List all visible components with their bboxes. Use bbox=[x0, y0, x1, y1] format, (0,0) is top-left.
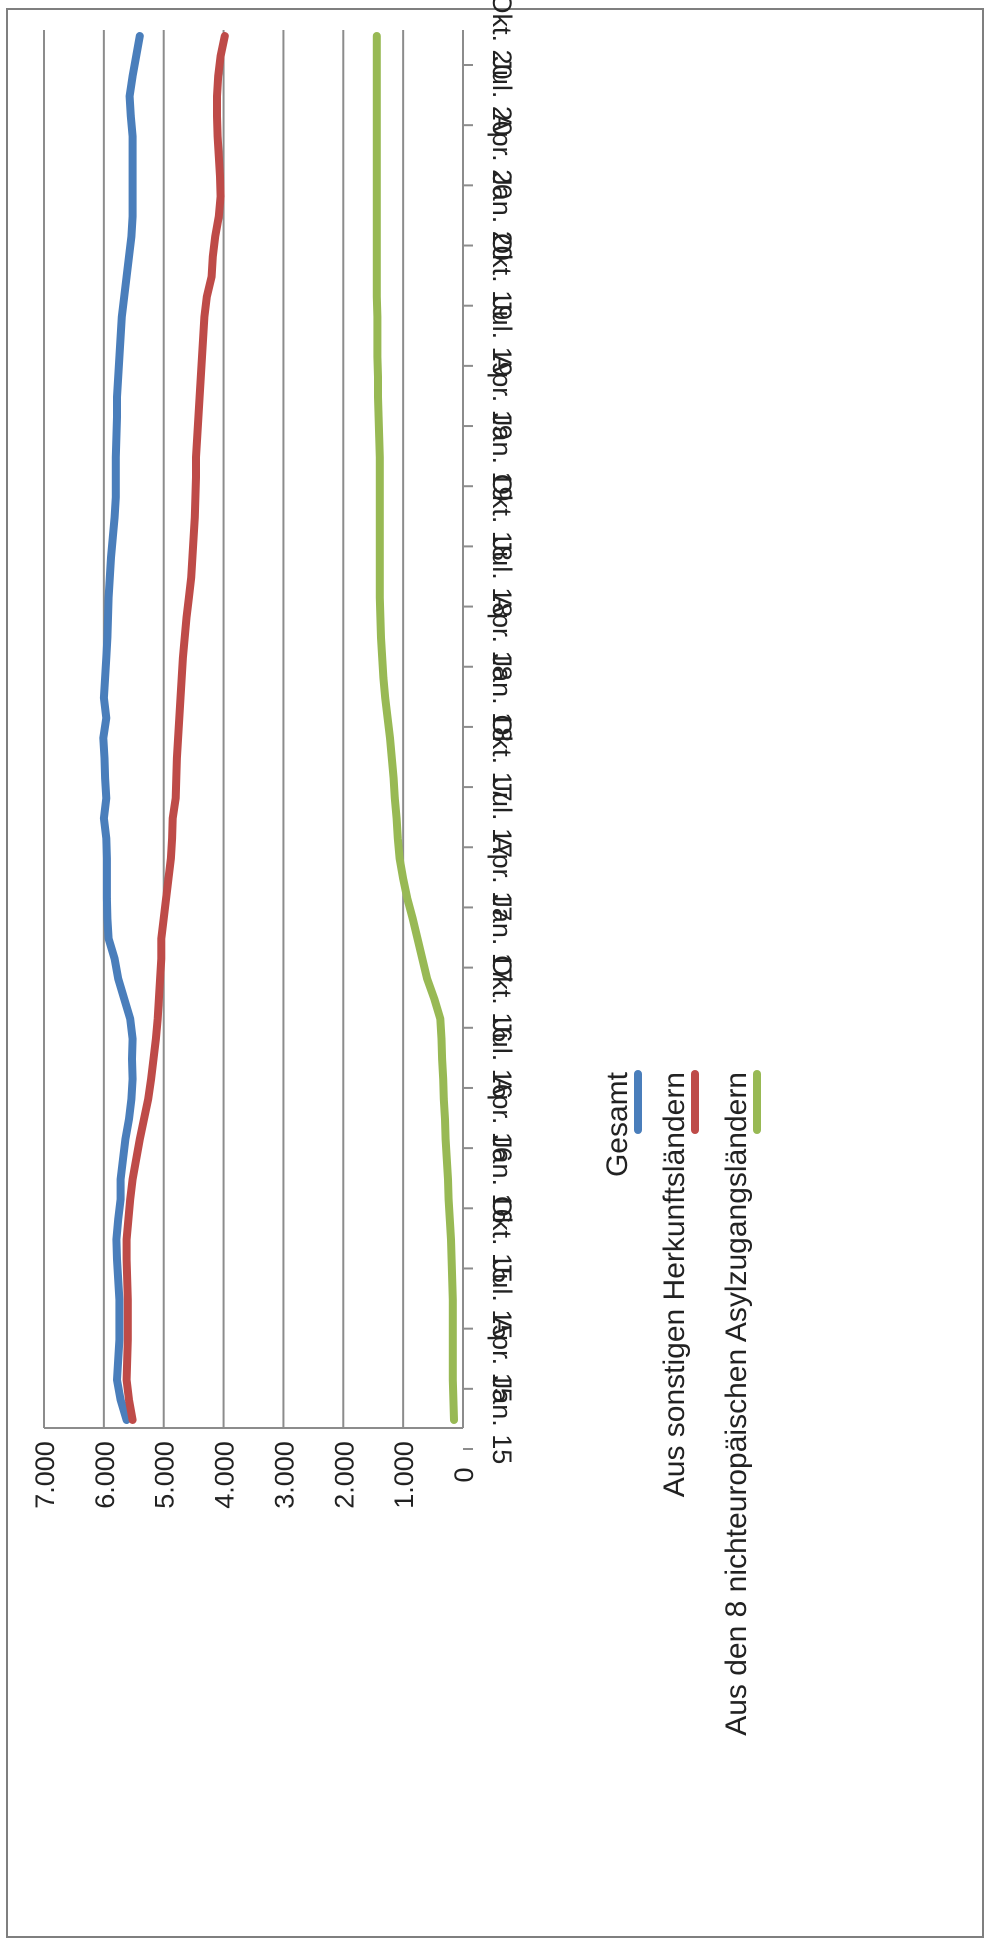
value-tick-label: 2.000 bbox=[329, 1441, 359, 1509]
category-tick-label: Jan. 18 bbox=[487, 654, 517, 743]
value-tick-label: 7.000 bbox=[30, 1441, 60, 1509]
gridlines bbox=[43, 30, 405, 1428]
category-tick-label: Apr. 18 bbox=[487, 595, 517, 681]
value-tick-label: 1.000 bbox=[389, 1441, 419, 1509]
category-tick-label: Jul. 18 bbox=[487, 538, 517, 618]
series-line-2 bbox=[122, 32, 229, 1424]
category-tick-label: Okt. 18 bbox=[487, 474, 517, 561]
tick-labels: 0 1.000 2.000 3.000 4.000 5.000 6.000 7.000 Jan.… bbox=[30, 0, 517, 1509]
category-tick-label: Jan. 15 bbox=[487, 1376, 517, 1465]
value-tick-label: 6.000 bbox=[90, 1441, 120, 1509]
category-tick-label: Jan. 16 bbox=[487, 1135, 517, 1224]
category-tick-label: Okt. 19 bbox=[487, 233, 517, 320]
series-line-1 bbox=[99, 32, 144, 1424]
category-tick-label: Jan. 19 bbox=[487, 413, 517, 502]
category-tick-label: Jul. 15 bbox=[487, 1260, 517, 1340]
category-tick-label: Apr. 15 bbox=[487, 1317, 517, 1403]
legend-label-2: Aus sonstigen Herkunftsländern bbox=[658, 1072, 691, 1497]
value-tick-label: 3.000 bbox=[269, 1441, 299, 1509]
category-tick-label: Apr. 20 bbox=[487, 114, 517, 200]
category-tick-label: Apr. 19 bbox=[487, 354, 517, 440]
category-tick-label: Okt. 20 bbox=[487, 0, 517, 80]
category-tick-label: Jan. 17 bbox=[487, 894, 517, 983]
category-tick-label: Jul. 16 bbox=[487, 1019, 517, 1099]
category-tick-label: Apr. 17 bbox=[487, 836, 517, 922]
chart-frame bbox=[6, 8, 984, 1938]
series-line-3 bbox=[372, 32, 458, 1424]
category-tick-label: Okt. 17 bbox=[487, 715, 517, 802]
category-tick-label: Apr. 16 bbox=[487, 1076, 517, 1162]
legend: Gesamt Aus sonstigen Herkunftsländern Aus … bbox=[601, 1070, 761, 1736]
category-tick-label: Jul. 17 bbox=[487, 778, 517, 858]
category-tick-label: Jul. 19 bbox=[487, 297, 517, 377]
value-tick-label: 0 bbox=[449, 1467, 479, 1482]
axes bbox=[44, 30, 473, 1450]
category-tick-label: Okt. 16 bbox=[487, 955, 517, 1042]
category-tick-label: Jan. 20 bbox=[487, 172, 517, 261]
value-tick-label: 5.000 bbox=[150, 1441, 180, 1509]
value-tick-label: 4.000 bbox=[210, 1441, 240, 1509]
series-lines bbox=[99, 32, 458, 1424]
legend-label-3: Aus den 8 nichteuropäischen Asylzugangsl… bbox=[720, 1072, 753, 1736]
legend-label-1: Gesamt bbox=[601, 1071, 634, 1177]
category-tick-label: Okt. 15 bbox=[487, 1196, 517, 1283]
category-tick-label: Jul. 20 bbox=[487, 56, 517, 136]
